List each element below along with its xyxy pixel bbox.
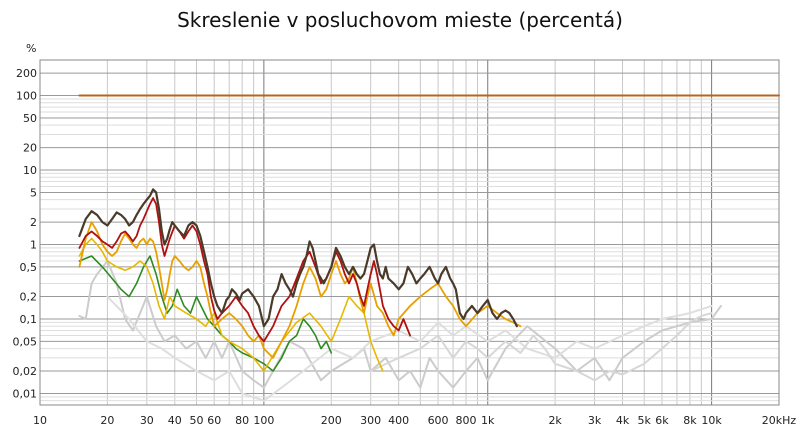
y-tick-label: 0,5	[20, 261, 38, 274]
x-tick-label: 100	[253, 414, 274, 427]
series-line-2	[78, 260, 722, 389]
series-line-4	[369, 312, 713, 382]
y-tick-label: 0,2	[20, 291, 38, 304]
x-tick-label: 10k	[701, 414, 722, 427]
y-tick-label: 50	[23, 112, 37, 125]
x-tick-label: 30	[140, 414, 154, 427]
series-line-9	[78, 188, 518, 328]
y-tick-label: 1	[30, 238, 37, 251]
x-tick-label: 10	[33, 414, 47, 427]
y-tick-label: 200	[16, 67, 37, 80]
x-tick-label: 50	[189, 414, 203, 427]
x-tick-label: 6k	[655, 414, 669, 427]
y-tick-label: 0,1	[20, 313, 38, 326]
x-tick-label: 40	[168, 414, 182, 427]
x-tick-label: 300	[360, 414, 381, 427]
y-tick-label: 0,05	[13, 335, 38, 348]
x-tick-label: 3k	[588, 414, 602, 427]
x-tick-label: 4k	[616, 414, 630, 427]
x-tick-label: 1k	[481, 414, 495, 427]
plot-frame	[39, 59, 780, 406]
x-tick-label: 80	[235, 414, 249, 427]
x-tick-label: 5k	[638, 414, 652, 427]
x-tick-label: 800	[456, 414, 477, 427]
y-tick-label: 5	[30, 186, 37, 199]
series-line-5	[78, 255, 333, 372]
series-line-6	[78, 237, 384, 372]
y-tick-label: 0,01	[13, 387, 38, 400]
chart-title: Skreslenie v posluchovom mieste (percent…	[177, 8, 623, 32]
y-tick-label: 10	[23, 164, 37, 177]
y-tick-label: 100	[16, 90, 37, 103]
x-tick-label: 600	[428, 414, 449, 427]
x-tick-label: 2k	[548, 414, 562, 427]
x-tick-label: 20kHz	[762, 414, 797, 427]
y-unit-label: %	[26, 42, 37, 55]
x-tick-label: 20	[100, 414, 114, 427]
series-line-8	[78, 197, 411, 343]
y-tick-label: 20	[23, 142, 37, 155]
x-tick-label: 400	[388, 414, 409, 427]
x-tick-label: 60	[207, 414, 221, 427]
series-line-7	[78, 221, 522, 359]
x-tick-label: 200	[321, 414, 342, 427]
y-tick-label: 0,02	[13, 365, 38, 378]
x-tick-label: 8k	[683, 414, 697, 427]
y-tick-label: 2	[30, 216, 37, 229]
